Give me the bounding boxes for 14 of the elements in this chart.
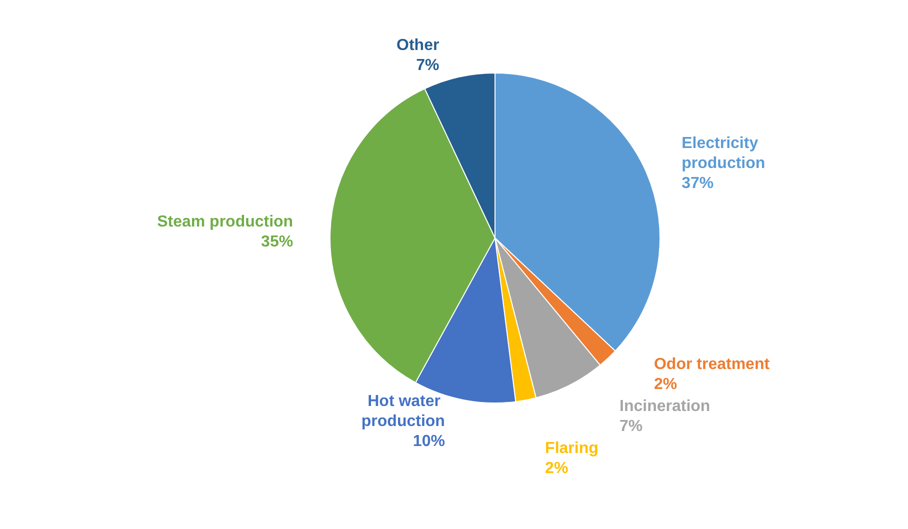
data-label: 35% bbox=[261, 234, 294, 251]
slice-label: Steam production bbox=[157, 214, 294, 231]
slice-label: Electricity production bbox=[682, 135, 766, 172]
data-label: 10% bbox=[412, 433, 445, 450]
data-label: 7% bbox=[620, 418, 643, 435]
data-label: 2% bbox=[654, 376, 678, 393]
slice-label: Hot water production bbox=[361, 393, 445, 430]
data-label: 37% bbox=[682, 175, 714, 192]
slice-label: Flaring bbox=[545, 440, 598, 457]
slice-label: Incineration bbox=[620, 398, 710, 415]
data-label: 7% bbox=[416, 57, 440, 74]
slice-label: Odor treatment bbox=[654, 356, 770, 373]
slice-label: Other bbox=[396, 37, 440, 54]
data-label: 2% bbox=[545, 460, 568, 477]
